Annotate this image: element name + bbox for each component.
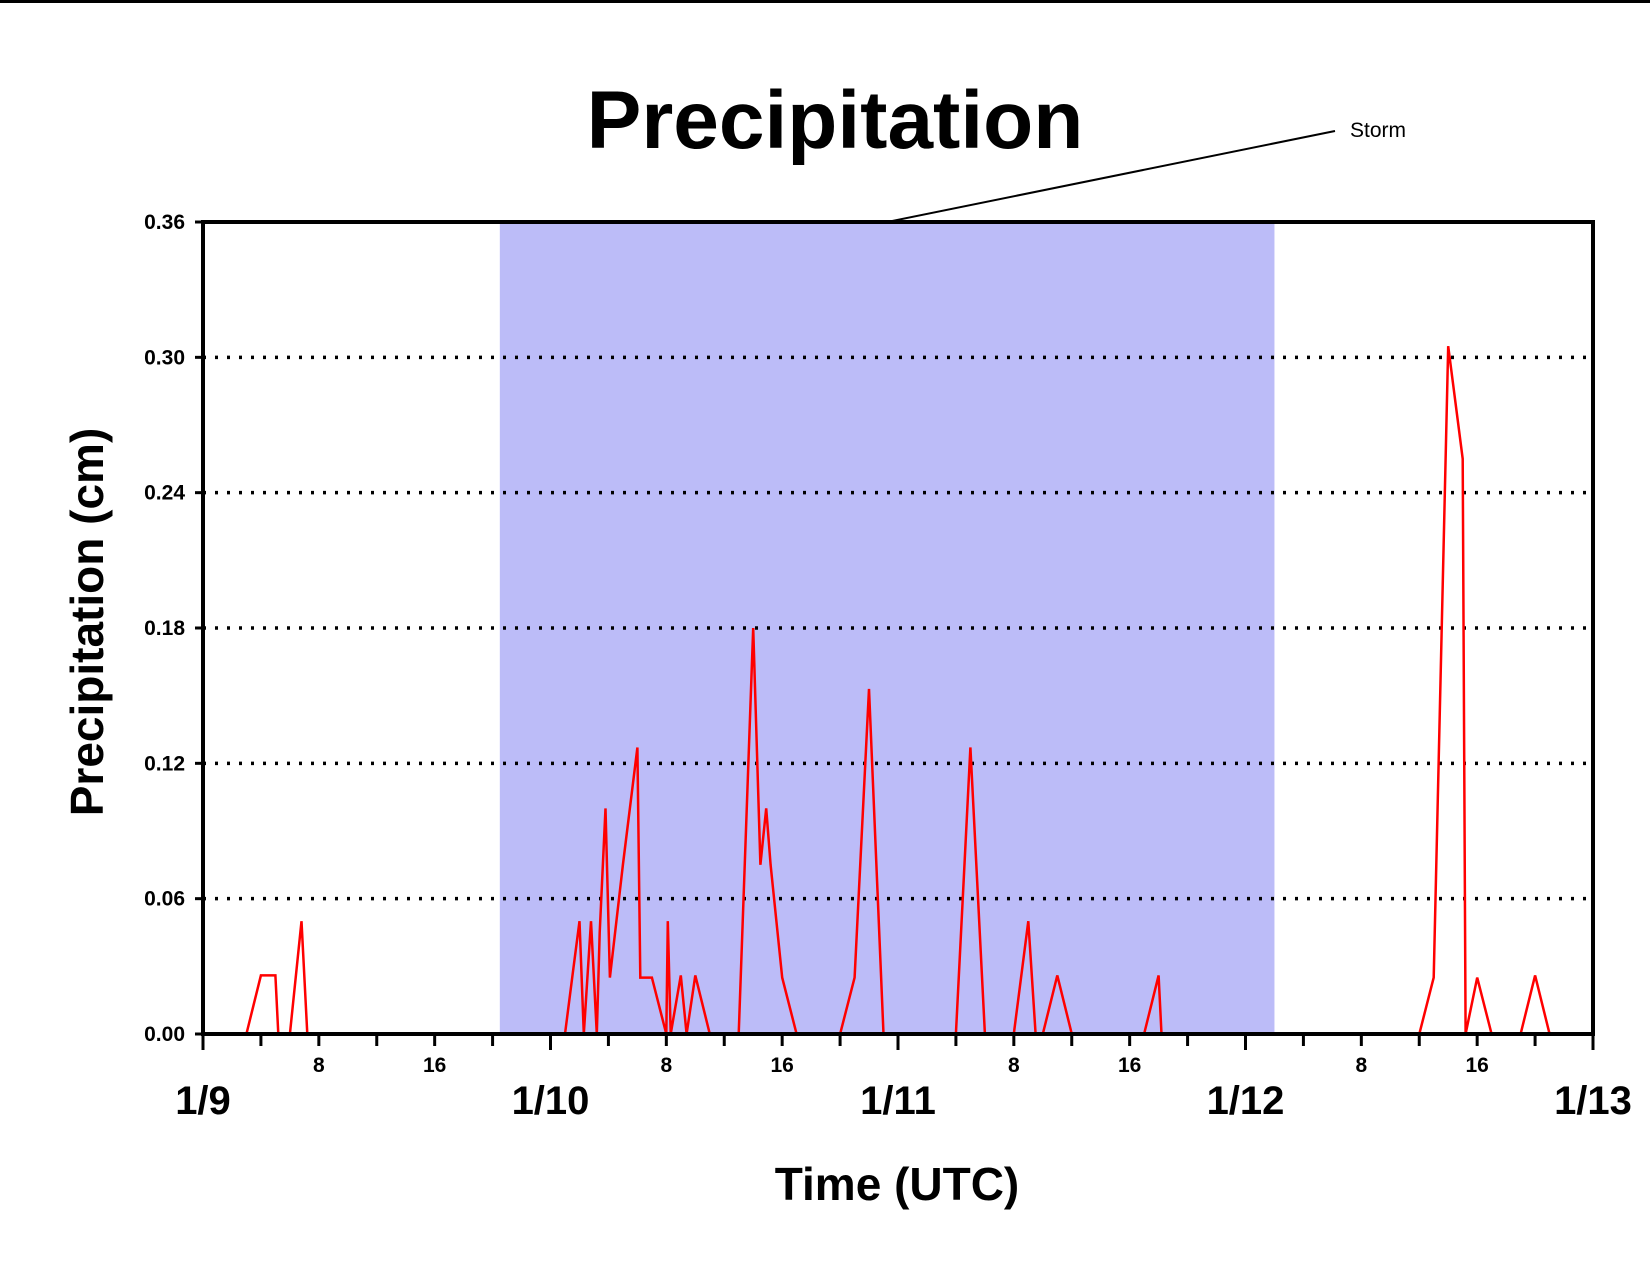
- y-tick-label-4: 0.24: [144, 482, 185, 505]
- y-axis-title: Precipitation (cm): [61, 428, 113, 817]
- x-axis-title: Time (UTC): [775, 1158, 1020, 1210]
- x-hour-label-0-8: 8: [313, 1054, 325, 1077]
- y-tick-label-1: 0.06: [144, 888, 185, 911]
- chart-title: Precipitation: [587, 75, 1084, 166]
- x-day-label-4: 1/13: [1554, 1079, 1632, 1123]
- y-tick-label-3: 0.18: [144, 617, 185, 640]
- x-hour-label-1-8: 8: [660, 1054, 672, 1077]
- storm-annotation-layer: Storm: [886, 119, 1406, 223]
- y-ticks: 0.00 0.06 0.12 0.18 0.24 0.30 0.36: [144, 211, 203, 1046]
- storm-label: Storm: [1350, 119, 1406, 142]
- x-ticks: 1/9 1/10 1/11 1/12 1/13 8 16 8 16 8 16 8 16: [175, 1034, 1632, 1123]
- x-hour-label-0-16: 16: [423, 1054, 446, 1077]
- x-day-label-0: 1/9: [175, 1079, 231, 1123]
- y-tick-label-5: 0.30: [144, 346, 185, 369]
- y-tick-label-0: 0.00: [144, 1023, 185, 1046]
- x-hour-label-1-16: 16: [770, 1054, 793, 1077]
- storm-leader-line: [886, 130, 1336, 223]
- x-hour-label-3-16: 16: [1465, 1054, 1488, 1077]
- x-hour-label-2-8: 8: [1008, 1054, 1020, 1077]
- x-hour-label-3-8: 8: [1355, 1054, 1367, 1077]
- x-hour-label-2-16: 16: [1118, 1054, 1141, 1077]
- x-day-label-1: 1/10: [512, 1079, 590, 1123]
- y-tick-label-2: 0.12: [144, 752, 185, 775]
- x-day-label-2: 1/11: [860, 1079, 936, 1123]
- x-day-label-3: 1/12: [1207, 1079, 1285, 1123]
- y-tick-label-6: 0.36: [144, 211, 185, 234]
